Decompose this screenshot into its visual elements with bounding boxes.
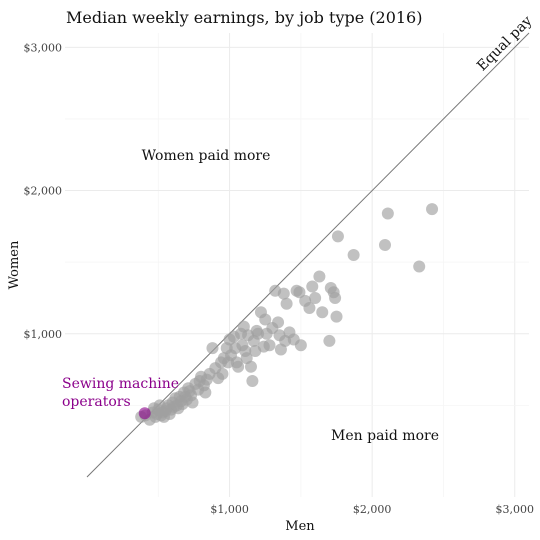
data-point <box>263 339 276 352</box>
y-tick-label: $3,000 <box>24 41 63 54</box>
highlight-label-line1: Sewing machine <box>62 376 179 392</box>
data-point <box>277 287 290 300</box>
highlight-point <box>138 407 151 420</box>
x-tick-label: $1,000 <box>210 503 249 516</box>
data-point <box>280 297 293 310</box>
data-point <box>186 396 199 409</box>
data-point <box>331 230 344 243</box>
data-point <box>323 334 336 347</box>
x-tick-label: $2,000 <box>353 503 392 516</box>
data-point <box>306 280 319 293</box>
data-point <box>313 270 326 283</box>
data-point <box>426 203 439 216</box>
data-point <box>303 301 316 314</box>
data-point <box>293 286 306 299</box>
equal-pay-label: Equal pay <box>474 13 535 74</box>
data-point <box>329 291 342 304</box>
data-point <box>330 310 343 323</box>
y-axis-label: Women <box>7 240 22 289</box>
data-point <box>206 342 219 355</box>
data-point <box>199 386 212 399</box>
x-axis-ticks: $1,000 $2,000 $3,000 <box>210 503 534 516</box>
data-point <box>246 375 259 388</box>
chart-title: Median weekly earnings, by job type (201… <box>66 8 422 27</box>
data-point <box>216 367 229 380</box>
y-tick-label: $2,000 <box>24 185 63 198</box>
x-axis-label: Men <box>285 519 315 534</box>
data-point <box>316 306 329 319</box>
data-point <box>347 249 360 261</box>
x-tick-label: $3,000 <box>495 503 534 516</box>
data-point <box>244 360 257 373</box>
men-paid-more-label: Men paid more <box>331 428 439 444</box>
women-paid-more-label: Women paid more <box>142 148 271 164</box>
data-points <box>135 203 439 426</box>
data-point <box>381 207 394 220</box>
data-point <box>259 313 272 326</box>
data-point <box>413 260 426 273</box>
data-point <box>252 327 265 340</box>
data-point <box>232 360 245 373</box>
data-point <box>294 339 307 352</box>
grid <box>65 33 529 497</box>
highlight-label-line2: operators <box>62 394 131 410</box>
y-axis-ticks: $1,000 $2,000 $3,000 <box>24 41 63 340</box>
y-tick-label: $1,000 <box>24 328 63 341</box>
data-point <box>378 238 391 251</box>
data-point <box>272 316 285 329</box>
data-point <box>309 291 322 304</box>
